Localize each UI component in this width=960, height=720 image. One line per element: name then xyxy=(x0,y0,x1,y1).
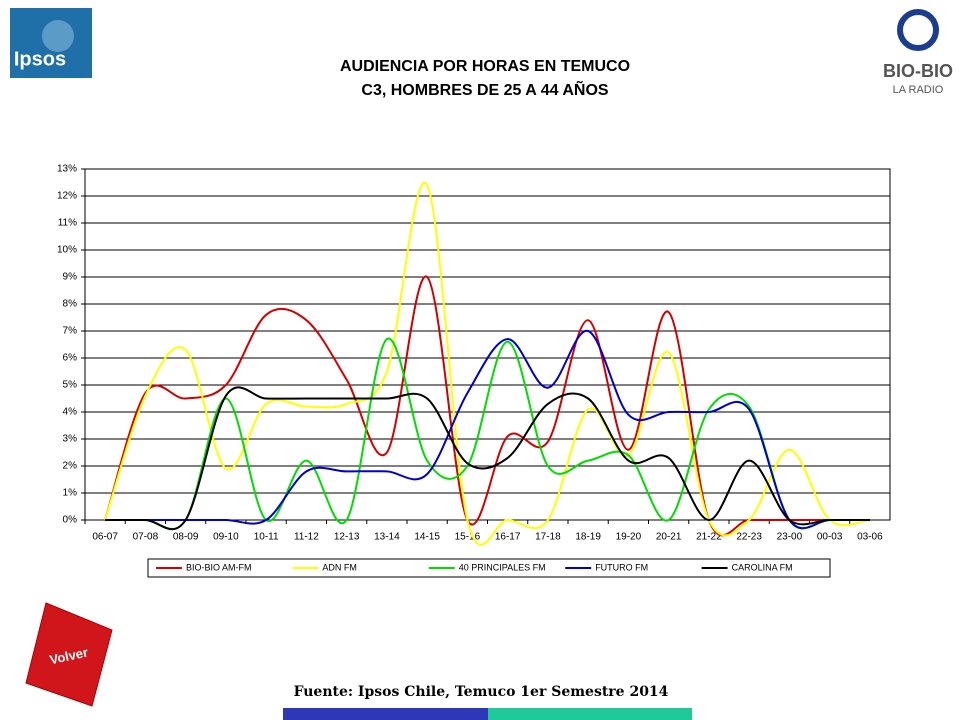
x-tick-label: 10-11 xyxy=(254,532,279,543)
y-tick-label: 11% xyxy=(58,218,77,229)
x-tick-label: 23-00 xyxy=(777,532,803,543)
x-tick-label: 00-03 xyxy=(817,532,843,543)
legend-label: CAROLINA FM xyxy=(732,562,793,572)
x-tick-label: 15-16 xyxy=(455,532,481,543)
back-button[interactable]: Volver xyxy=(25,602,113,707)
legend-label: ADN FM xyxy=(322,562,357,572)
legend-label: BIO-BIO AM-FM xyxy=(186,562,252,572)
footer-bar-green xyxy=(488,708,692,720)
y-tick-label: 10% xyxy=(57,245,77,256)
legend-box xyxy=(147,558,831,578)
x-tick-label: 16-17 xyxy=(495,532,521,543)
x-tick-label: 20-21 xyxy=(656,532,682,543)
biobio-logo-ring xyxy=(897,9,939,51)
y-tick-label: 13% xyxy=(57,164,77,175)
series-line xyxy=(104,181,871,546)
x-tick-label: 12-13 xyxy=(334,532,360,543)
x-tick-label: 13-14 xyxy=(374,532,400,543)
y-tick-label: 3% xyxy=(63,434,78,445)
x-tick-label: 07-08 xyxy=(133,532,159,543)
x-tick-label: 08-09 xyxy=(173,532,199,543)
ipsos-logo-head xyxy=(42,20,74,52)
y-tick-label: 5% xyxy=(63,380,78,391)
legend-label: FUTURO FM xyxy=(595,562,648,572)
x-tick-label: 18-19 xyxy=(575,532,601,543)
right-logo-sub: LA RADIO xyxy=(893,84,944,96)
plot-area xyxy=(84,168,891,521)
x-tick-label: 19-20 xyxy=(616,532,642,543)
x-tick-label: 22-23 xyxy=(736,532,762,543)
y-tick-label: 2% xyxy=(63,461,78,472)
x-tick-label: 17-18 xyxy=(535,532,561,543)
source-note: Fuente: Ipsos Chile, Temuco 1er Semestre… xyxy=(294,684,669,700)
y-tick-label: 6% xyxy=(63,353,78,364)
chart-title: AUDIENCIA POR HORAS EN TEMUCO xyxy=(340,58,630,75)
back-button-shape[interactable] xyxy=(25,602,113,707)
y-tick-label: 7% xyxy=(63,326,78,337)
x-tick-label: 03-06 xyxy=(857,532,883,543)
x-tick-label: 11-12 xyxy=(294,532,319,543)
y-tick-label: 9% xyxy=(63,272,78,283)
legend-label: 40 PRINCIPALES FM xyxy=(459,562,546,572)
x-tick-label: 09-10 xyxy=(213,532,239,543)
y-tick-label: 0% xyxy=(63,515,78,526)
left-logo: Ipsos xyxy=(14,48,66,70)
right-logo: BIO-BIO xyxy=(883,61,953,81)
series-line xyxy=(105,386,870,531)
series-line xyxy=(105,329,870,530)
y-tick-label: 12% xyxy=(57,191,77,202)
x-tick-label: 14-15 xyxy=(414,532,440,543)
chart-subtitle: C3, HOMBRES DE 25 A 44 AÑOS xyxy=(361,79,609,99)
y-tick-label: 1% xyxy=(63,488,78,499)
x-tick-label: 21-22 xyxy=(696,532,722,543)
footer-bar-blue xyxy=(283,708,488,720)
series-line xyxy=(105,337,870,530)
x-tick-label: 06-07 xyxy=(92,532,118,543)
y-tick-label: 8% xyxy=(63,299,78,310)
y-tick-label: 4% xyxy=(63,407,78,418)
